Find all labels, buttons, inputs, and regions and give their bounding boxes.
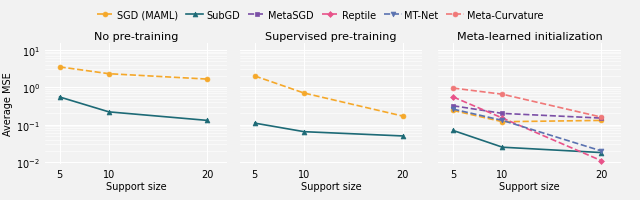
X-axis label: Support size: Support size [106,182,166,192]
X-axis label: Support size: Support size [301,182,362,192]
Title: No pre-training: No pre-training [94,32,178,42]
Title: Meta-learned initialization: Meta-learned initialization [457,32,602,42]
Title: Supervised pre-training: Supervised pre-training [266,32,397,42]
Legend: SGD (MAML), SubGD, MetaSGD, Reptile, MT-Net, Meta-Curvature: SGD (MAML), SubGD, MetaSGD, Reptile, MT-… [97,11,543,21]
X-axis label: Support size: Support size [499,182,560,192]
Y-axis label: Average MSE: Average MSE [3,72,13,136]
